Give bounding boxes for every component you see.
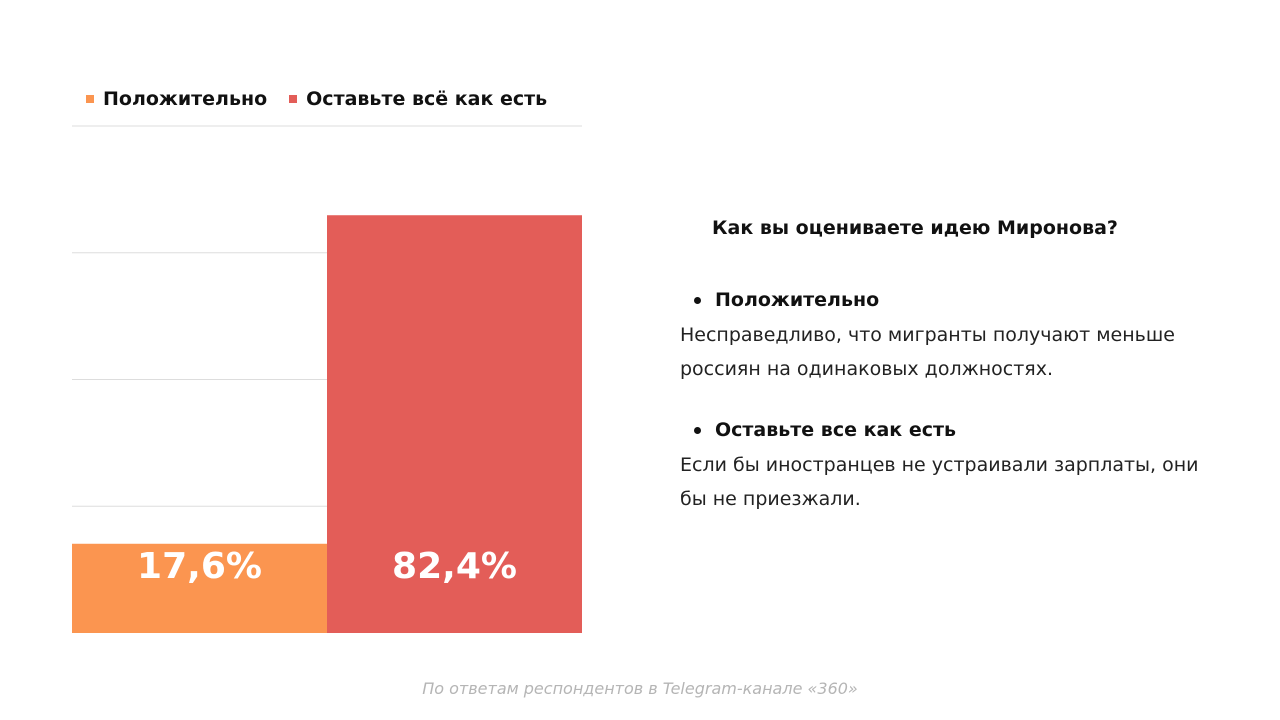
answer-heading-positive: Положительно xyxy=(694,286,1240,314)
legend-item-positive: Положительно xyxy=(86,88,267,110)
legend-item-leave-as-is: Оставьте всё как есть xyxy=(289,88,547,110)
answer-heading-leave-as-is: Оставьте все как есть xyxy=(694,416,1240,444)
survey-panel: Как вы оцениваете идею Миронова? Положит… xyxy=(680,210,1240,516)
bar-leave-as-is xyxy=(327,215,582,633)
answer-text-positive: Несправедливо, что мигранты получают мен… xyxy=(680,324,1175,380)
bullet-icon xyxy=(694,296,701,304)
answer-text-leave-as-is: Если бы иностранцев не устраивали зарпла… xyxy=(680,454,1199,510)
survey-question: Как вы оцениваете идею Миронова? xyxy=(712,217,1118,239)
value-label-positive: 17,6% xyxy=(137,546,262,587)
legend-swatch-leave-as-is xyxy=(289,95,298,103)
legend-label-positive: Положительно xyxy=(103,88,268,110)
legend-label-leave-as-is: Оставьте всё как есть xyxy=(306,88,548,110)
value-label-leave-as-is: 82,4% xyxy=(392,546,517,587)
chart-value-labels: 17,6% 82,4% xyxy=(137,546,517,587)
chart-bars xyxy=(72,215,582,633)
answer-heading-leave-as-is-text: Оставьте все как есть xyxy=(715,419,956,441)
chart-legend: Положительно Оставьте всё как есть xyxy=(86,88,547,110)
bullet-icon xyxy=(694,426,701,434)
legend-swatch-positive xyxy=(86,95,94,103)
bar-positive xyxy=(72,543,327,633)
source-footnote: По ответам респондентов в Telegram-канал… xyxy=(422,679,858,698)
answer-heading-positive-text: Положительно xyxy=(715,289,880,311)
